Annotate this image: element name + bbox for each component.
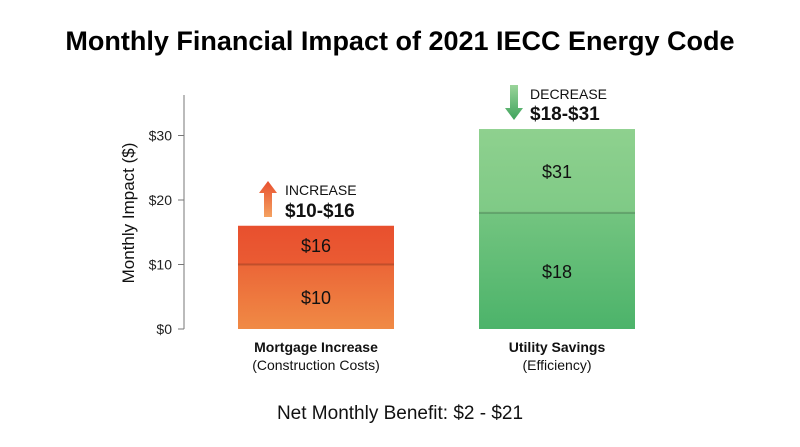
- chart-title: Monthly Financial Impact of 2021 IECC En…: [65, 26, 734, 56]
- bar-range-band: [479, 129, 635, 213]
- category-label: Utility Savings: [509, 339, 606, 355]
- annotation-range: $18-$31: [530, 104, 600, 125]
- decrease-arrow-icon: [505, 85, 523, 120]
- y-axis-label: Monthly Impact ($): [119, 143, 138, 284]
- bar-range-band: [238, 225, 394, 265]
- category-sublabel: (Construction Costs): [252, 357, 380, 373]
- y-ticks: $0 $10 $20 $30: [149, 128, 184, 337]
- annotation-word: INCREASE: [285, 182, 357, 198]
- annotations: INCREASE $10-$16 DECREASE $18-$31: [259, 85, 607, 222]
- y-tick-label: $30: [149, 128, 173, 144]
- net-benefit-footer: Net Monthly Benefit: $2 - $21: [277, 403, 523, 424]
- bar-high-label: $16: [301, 236, 331, 256]
- category-sublabel: (Efficiency): [523, 357, 592, 373]
- category-label: Mortgage Increase: [254, 339, 378, 355]
- bar: [479, 129, 635, 329]
- bars: $16 $10 $31 $18: [238, 129, 635, 329]
- bar-low-label: $10: [301, 288, 331, 308]
- y-tick-label: $20: [149, 192, 173, 208]
- annotation-range: $10-$16: [285, 201, 355, 222]
- bar: [238, 225, 394, 329]
- bar-high-label: $31: [542, 162, 572, 182]
- y-tick-label: $0: [156, 321, 172, 337]
- category-labels: Mortgage Increase (Construction Costs) Uti…: [252, 339, 605, 373]
- increase-arrow-icon: [259, 181, 277, 217]
- y-tick-label: $10: [149, 257, 173, 273]
- annotation-word: DECREASE: [530, 86, 607, 102]
- bar-low-label: $18: [542, 262, 572, 282]
